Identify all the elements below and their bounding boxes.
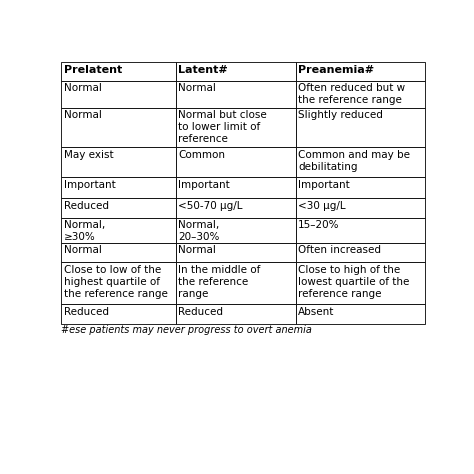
Bar <box>61 243 176 263</box>
Text: Common: Common <box>178 150 225 160</box>
Text: Common and may be
debilitating: Common and may be debilitating <box>298 150 410 172</box>
Bar <box>61 218 176 243</box>
Bar <box>296 198 425 218</box>
Text: #ese patients may never progress to overt anemia: #ese patients may never progress to over… <box>61 325 312 335</box>
Bar <box>296 304 425 324</box>
Text: Normal but close
to lower limit of
reference: Normal but close to lower limit of refer… <box>178 110 267 144</box>
Text: Close to low of the
highest quartile of
the reference range: Close to low of the highest quartile of … <box>64 265 167 299</box>
Text: Reduced: Reduced <box>178 307 223 317</box>
Text: Often reduced but w
the reference range: Often reduced but w the reference range <box>298 83 405 105</box>
Bar <box>176 147 296 177</box>
Bar <box>176 81 296 108</box>
Bar <box>61 263 176 304</box>
Bar <box>61 147 176 177</box>
Text: Normal,
≥30%: Normal, ≥30% <box>64 220 105 242</box>
Bar <box>61 304 176 324</box>
Bar <box>296 263 425 304</box>
Text: May exist: May exist <box>64 150 113 160</box>
Text: Important: Important <box>64 180 115 190</box>
Bar <box>61 108 176 147</box>
Text: Normal: Normal <box>64 110 101 120</box>
Text: Normal: Normal <box>178 245 216 255</box>
Bar <box>176 198 296 218</box>
Text: Reduced: Reduced <box>64 201 109 210</box>
Text: Absent: Absent <box>298 307 335 317</box>
Bar <box>176 177 296 198</box>
Bar <box>176 108 296 147</box>
Bar <box>296 218 425 243</box>
Bar <box>61 177 176 198</box>
Bar <box>61 63 176 81</box>
Bar <box>61 81 176 108</box>
Text: Normal: Normal <box>178 83 216 93</box>
Text: Preanemia#: Preanemia# <box>298 65 374 75</box>
Text: <30 μg/L: <30 μg/L <box>298 201 346 210</box>
Text: Close to high of the
lowest quartile of the
reference range: Close to high of the lowest quartile of … <box>298 265 410 299</box>
Text: Important: Important <box>178 180 230 190</box>
Bar <box>176 304 296 324</box>
Text: Normal: Normal <box>64 83 101 93</box>
Text: 15–20%: 15–20% <box>298 220 340 230</box>
Text: Normal: Normal <box>64 245 101 255</box>
Text: <50-70 μg/L: <50-70 μg/L <box>178 201 243 210</box>
Text: Slightly reduced: Slightly reduced <box>298 110 383 120</box>
Bar <box>296 147 425 177</box>
Text: Latent#: Latent# <box>178 65 228 75</box>
Text: Important: Important <box>298 180 350 190</box>
Bar <box>296 81 425 108</box>
Text: In the middle of
the reference
range: In the middle of the reference range <box>178 265 261 299</box>
Bar <box>296 177 425 198</box>
Text: Normal,
20–30%: Normal, 20–30% <box>178 220 219 242</box>
Bar <box>176 263 296 304</box>
Bar <box>176 243 296 263</box>
Text: Prelatent: Prelatent <box>64 65 122 75</box>
Bar <box>296 63 425 81</box>
Bar <box>61 198 176 218</box>
Bar <box>296 108 425 147</box>
Bar <box>296 243 425 263</box>
Text: Reduced: Reduced <box>64 307 109 317</box>
Text: Often increased: Often increased <box>298 245 381 255</box>
Bar <box>176 63 296 81</box>
Bar <box>176 218 296 243</box>
